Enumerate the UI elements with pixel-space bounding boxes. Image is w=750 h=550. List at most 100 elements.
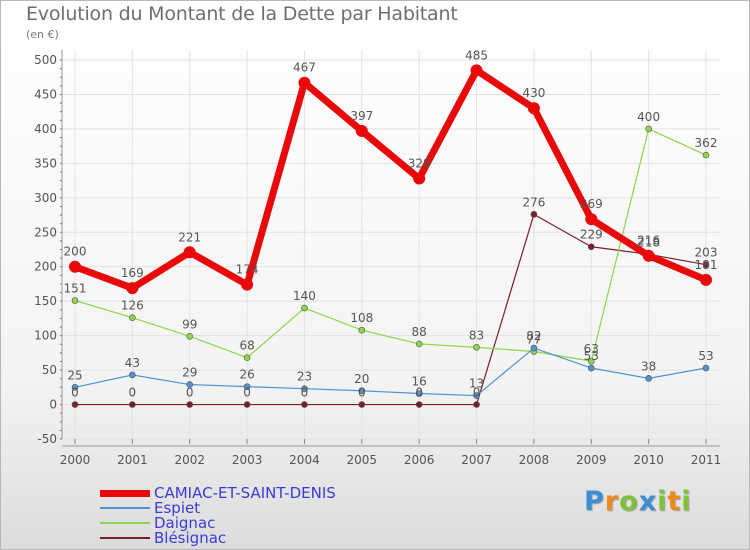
data-point-1 [129,371,136,379]
legend-item: CAMIAC-ET-SAINT-DENIS [100,484,336,502]
data-point-0 [527,102,540,115]
data-label: 203 [695,246,718,260]
logo-letter: i [657,486,668,517]
logo-letter: x [638,486,658,517]
data-label: 0 [301,386,309,400]
data-label: 269 [580,197,603,211]
data-point-3 [530,211,538,218]
data-label: 99 [182,317,197,331]
data-point-0 [69,260,81,273]
data-point-0 [183,246,196,259]
data-point-3 [186,401,194,408]
data-point-1 [358,387,366,395]
data-label: 181 [695,258,718,272]
data-point-2 [702,151,710,159]
data-point-1 [243,383,251,390]
data-point-3 [473,401,480,408]
data-label: 467 [293,61,316,75]
data-label: 83 [469,328,484,342]
data-label: 169 [121,266,144,280]
data-point-2 [587,357,595,365]
data-label: 174 [236,263,259,277]
series-line-1 [74,347,707,397]
proxiti-logo: Proxiti [584,486,692,517]
data-point-0 [642,249,655,262]
logo-letter: o [619,486,639,517]
y-tick-label: 0 [49,398,57,412]
x-tick-label: 2007 [461,453,492,467]
legend-item: Blésignac [100,529,227,547]
data-point-3 [587,243,595,251]
data-point-0 [413,172,426,185]
x-tick-label: 2005 [347,453,378,467]
logo-letter: r [604,486,620,517]
data-point-0 [585,213,598,226]
y-tick-label: 200 [34,260,57,274]
legend-label: Daignac [154,514,216,532]
data-label: 216 [637,234,660,248]
y-tick-label: 250 [34,225,57,239]
data-label: 0 [415,386,423,400]
data-label: 328 [408,157,431,171]
data-point-3 [702,261,710,268]
data-point-1 [301,385,308,392]
y-tick-label: 450 [34,87,57,101]
data-point-3 [243,401,251,408]
y-tick-label: 150 [34,294,57,308]
grid-lines [63,50,720,440]
data-label: 43 [125,356,140,370]
series-line-3 [75,213,707,406]
x-tick-label: 2006 [404,453,435,467]
data-label: 218 [637,235,660,249]
data-point-2 [358,326,366,334]
y-tick-label: 50 [42,363,57,377]
logo-letter: t [667,486,682,517]
series-line-2 [74,128,707,362]
x-tick-label: 2001 [117,453,148,467]
series-line-0 [73,66,708,292]
data-label: 151 [64,281,87,295]
x-tick-label: 2004 [289,453,320,467]
data-point-3 [358,401,366,408]
data-point-0 [700,273,712,286]
y-tick-label: 500 [34,53,57,67]
data-label: 276 [522,195,545,209]
data-label: 26 [239,368,254,382]
data-point-3 [301,401,308,408]
data-label: 362 [695,136,718,150]
x-tick-label: 2008 [519,453,550,467]
data-label: 23 [297,370,312,384]
legend-label: CAMIAC-ET-SAINT-DENIS [154,484,336,502]
legend-swatch [100,507,150,509]
data-point-1 [645,375,652,382]
data-labels: 2001692211744673973284854302692161812543… [64,48,718,399]
data-label: 485 [465,48,488,62]
data-point-1 [415,390,423,397]
data-point-0 [470,64,483,77]
data-point-2 [415,340,423,348]
data-point-1 [186,381,194,388]
x-tick-label: 2010 [633,453,664,467]
data-label: 13 [469,377,484,391]
data-point-2 [71,297,79,304]
data-label: 38 [641,359,656,373]
legend-swatch [100,522,150,524]
data-point-1 [530,344,538,352]
x-tick-label: 2002 [174,453,205,467]
data-label: 0 [129,386,137,400]
y-tick-label: 300 [34,191,57,205]
legend-label: Espiet [154,499,201,517]
series-lines [69,64,712,408]
y-tick-label: 100 [34,329,57,343]
legend-label: Blésignac [154,529,227,547]
data-label: 200 [64,245,87,259]
chart-subtitle: (en €) [26,28,59,41]
data-point-2 [645,125,652,133]
data-label: 77 [526,332,541,346]
data-label: 53 [698,349,713,363]
data-label: 63 [584,342,599,356]
x-tick-label: 2003 [232,453,263,467]
data-label: 88 [412,325,427,339]
